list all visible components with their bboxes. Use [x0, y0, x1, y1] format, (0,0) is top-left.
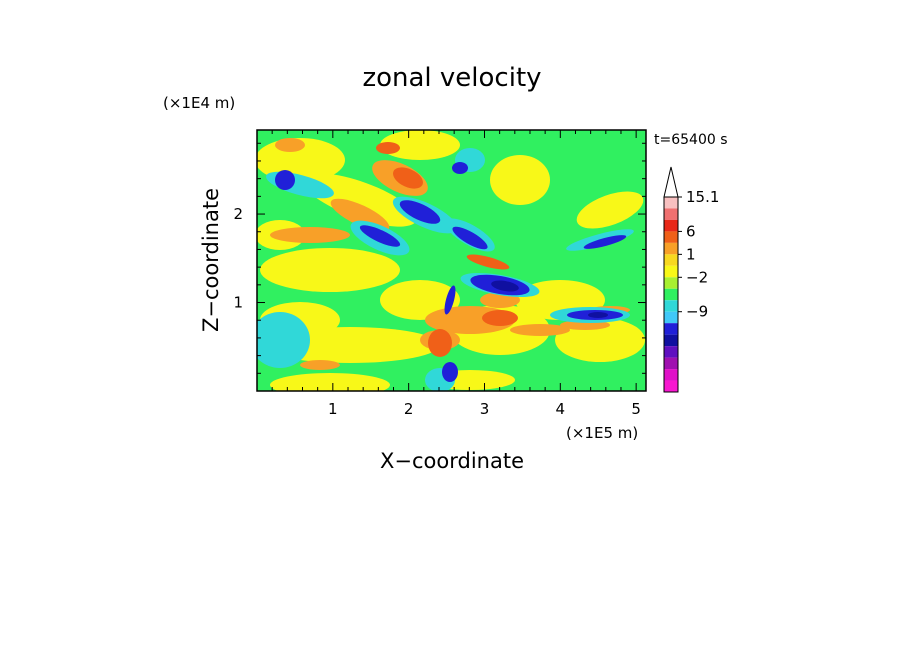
field-dark-blue [491, 280, 608, 318]
colorbar-swatch [664, 334, 678, 347]
colorbar-tick-label: 1 [686, 245, 696, 263]
colorbar-tick-label: −9 [686, 303, 708, 321]
x-tick-label: 1 [328, 400, 338, 418]
colorbar-swatch [664, 197, 678, 209]
contour-field [257, 130, 646, 391]
chart-title: zonal velocity [362, 63, 541, 93]
colorbar-swatch [664, 288, 678, 301]
colorbar-tick-label: 15.1 [686, 188, 719, 206]
colorbar-swatch [664, 219, 678, 232]
colorbar-swatch [664, 323, 678, 335]
x-tick-label: 5 [631, 400, 641, 418]
y-axis-label: Z−coordinate [199, 188, 223, 332]
x-tick-label: 3 [480, 400, 490, 418]
colorbar-swatch [664, 380, 678, 392]
colorbar-swatch [664, 265, 678, 278]
colorbar-swatch [664, 254, 678, 266]
colorbar-swatch [664, 300, 678, 312]
colorbar-swatch [664, 208, 678, 220]
colorbar-extend-arrow [663, 166, 679, 198]
y-tick-label: 1 [233, 294, 243, 312]
colorbar-swatch [664, 346, 678, 358]
colorbar-tick-label: −2 [686, 268, 708, 286]
tick-labels: 1 2 3 4 5 1 2 [233, 205, 640, 418]
x-tick-label: 4 [556, 400, 566, 418]
colorbar-swatch [664, 231, 678, 243]
y-scale-label: (×1E4 m) [163, 94, 235, 112]
colorbar-frame [663, 196, 679, 393]
colorbar-labels: 15.1 6 1 −2 −9 [678, 188, 719, 321]
time-label: t=65400 s [654, 132, 728, 148]
field-orange [376, 142, 518, 357]
x-tick-label: 2 [404, 400, 414, 418]
x-axis-label: X−coordinate [380, 449, 524, 473]
axis-ticks [257, 130, 646, 391]
colorbar-swatch [664, 357, 678, 370]
colorbar-swatch [664, 369, 678, 381]
y-tick-label: 2 [233, 205, 243, 223]
colorbar-swatch [664, 242, 678, 255]
plot-frame [256, 129, 647, 392]
colorbar-swatch [664, 277, 678, 289]
colorbar-tick-label: 6 [686, 222, 696, 240]
colorbar-swatch [664, 311, 678, 324]
colorbar [663, 166, 679, 393]
x-scale-label: (×1E5 m) [566, 424, 638, 442]
